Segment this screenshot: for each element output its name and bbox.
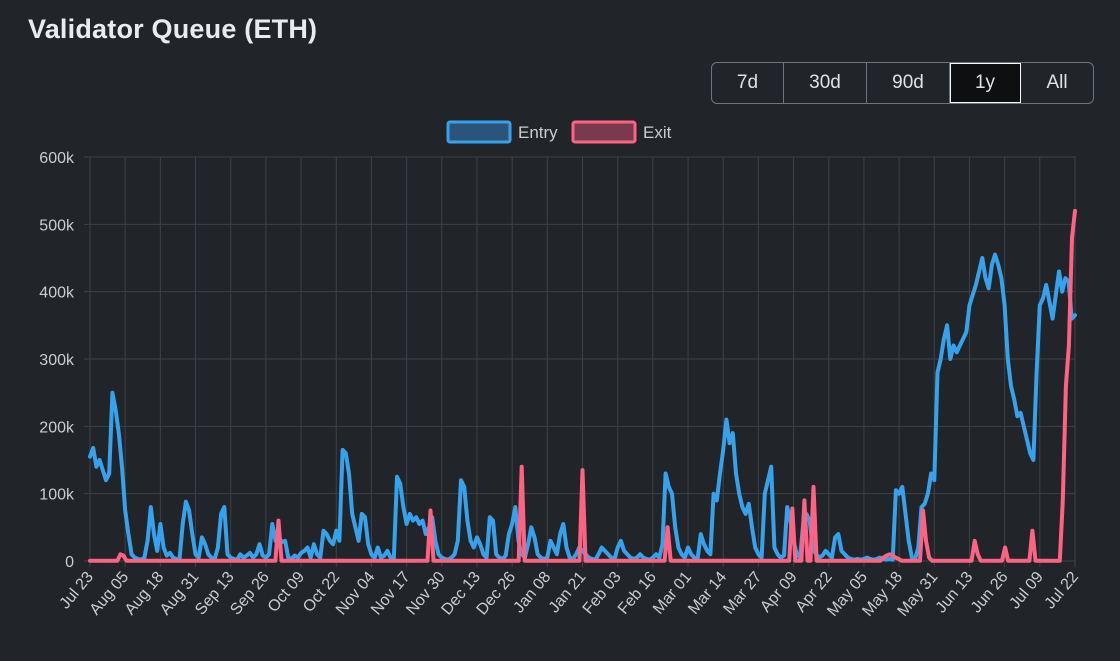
range-button-30d[interactable]: 30d [784,63,867,103]
x-tick-label: Jul 22 [1042,569,1083,613]
x-tick-label: Dec 26 [474,569,520,619]
legend-entry-label[interactable]: Entry [518,123,558,142]
x-tick-label: Jun 26 [968,569,1012,617]
x-tick-label: Apr 09 [757,569,800,616]
line-chart: Entry Exit 0 100k 200k 300k 400k 500k 600k Jul… [39,120,1083,620]
y-tick-label: 100k [39,487,75,504]
legend-exit-label[interactable]: Exit [643,123,672,142]
series-line-entry[interactable] [88,252,1077,562]
y-axis: 0 100k 200k 300k 400k 500k 600k [39,150,75,571]
legend-exit-swatch[interactable] [571,120,637,144]
chart-legend[interactable]: Entry Exit [446,120,672,144]
y-tick-label: 300k [39,352,75,369]
y-tick-label: 400k [39,285,75,302]
x-tick-label: Sep 26 [227,569,273,619]
chart-series [88,208,1077,563]
chart-title: Validator Queue (ETH) [28,14,318,44]
x-tick-label: Jun 13 [933,569,977,617]
y-tick-label: 0 [65,554,74,571]
x-tick-label: Jul 09 [1006,569,1047,613]
y-tick-label: 200k [39,419,75,436]
range-button-7d[interactable]: 7d [712,63,784,103]
y-tick-label: 500k [39,217,75,234]
series-line-exit[interactable] [88,208,1077,563]
x-tick-label: Mar 27 [720,569,765,618]
x-tick-label: Jan 08 [510,569,554,617]
chart-grid [84,156,1076,567]
x-tick-label: Oct 09 [265,569,308,616]
y-tick-label: 600k [39,150,75,167]
range-button-all[interactable]: All [1046,72,1068,93]
range-button-1y[interactable]: 1y [950,63,1021,103]
legend-entry-swatch[interactable] [446,120,512,144]
range-selector: 7d 30d 90d 1y All [711,62,1094,104]
range-button-90d[interactable]: 90d [867,63,950,103]
